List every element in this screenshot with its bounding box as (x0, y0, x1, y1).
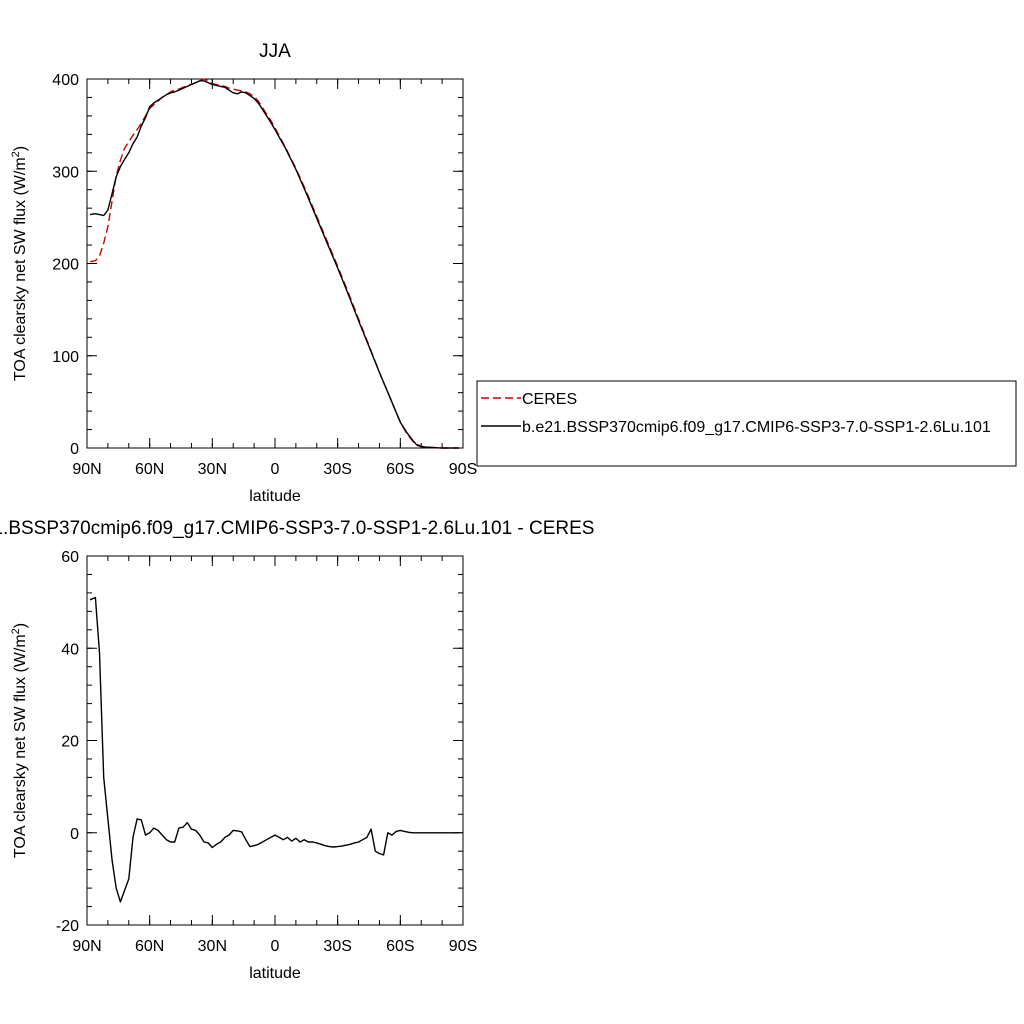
y-axis-label: TOA clearsky net SW flux (W/m2) (10, 146, 29, 381)
x-tick-label: 60S (386, 938, 414, 955)
y-tick-label: 200 (52, 257, 79, 274)
y-axis-label-tail: ) (12, 623, 29, 628)
legend-box (476, 380, 1017, 467)
x-tick-label: 30S (323, 938, 351, 955)
x-axis-label: latitude (249, 488, 301, 505)
chart-title: JJA (259, 41, 291, 62)
y-axis-label-main: TOA clearsky net SW flux (W/m (12, 157, 29, 381)
y-axis-label: TOA clearsky net SW flux (W/m2) (10, 623, 29, 858)
x-tick-label: 60N (135, 461, 164, 478)
y-tick-label: 0 (70, 441, 79, 458)
y-tick-label: 100 (52, 349, 79, 366)
legend: CERES b.e21.BSSP370cmip6.f09_g17.CMIP6-SS… (476, 380, 1017, 467)
y-tick-label: 400 (52, 72, 79, 89)
x-tick-label: 0 (271, 938, 280, 955)
plot-frame (86, 555, 464, 926)
x-tick-label: 90S (449, 938, 477, 955)
series-line-0 (89, 78, 459, 449)
legend-label-1: b.e21.BSSP370cmip6.f09_g17.CMIP6-SSP3-7.… (522, 419, 991, 436)
x-tick-label: 30N (198, 461, 227, 478)
y-tick-label: 300 (52, 164, 79, 181)
x-tick-label: 60S (386, 461, 414, 478)
y-tick-label: 60 (61, 549, 79, 566)
series-line-1 (89, 80, 459, 449)
y-tick-label: 20 (61, 734, 79, 751)
y-tick-label: 0 (70, 826, 79, 843)
x-axis-label: latitude (249, 965, 301, 982)
y-tick-label: 40 (61, 641, 79, 658)
y-axis-label-sup: 2 (10, 628, 22, 634)
plot-frame (86, 78, 464, 449)
bottom-panel: 90N 60N 30N 0 30S 60S 90S -20 0 20 40 60 b.e21.BSSP3… (0, 518, 594, 982)
y-axis-label-main: TOA clearsky net SW flux (W/m (12, 634, 29, 858)
legend-label-0: CERES (522, 391, 577, 408)
y-axis-label-tail: ) (12, 146, 29, 151)
top-panel: 90N 60N 30N 0 30S 60S 90S 0 100 200 300 400 JJA latit… (10, 41, 477, 505)
x-tick-label: 0 (271, 461, 280, 478)
y-tick-label: -20 (56, 918, 79, 935)
x-tick-label: 60N (135, 938, 164, 955)
chart-title: b.e21.BSSP370cmip6.f09_g17.CMIP6-SSP3-7.… (0, 518, 594, 539)
x-tick-label: 30S (323, 461, 351, 478)
series-line-0 (89, 596, 459, 903)
x-tick-label: 30N (198, 938, 227, 955)
x-tick-label: 90S (449, 461, 477, 478)
x-tick-label: 90N (72, 938, 101, 955)
y-axis-label-sup: 2 (10, 151, 22, 157)
x-tick-label: 90N (72, 461, 101, 478)
